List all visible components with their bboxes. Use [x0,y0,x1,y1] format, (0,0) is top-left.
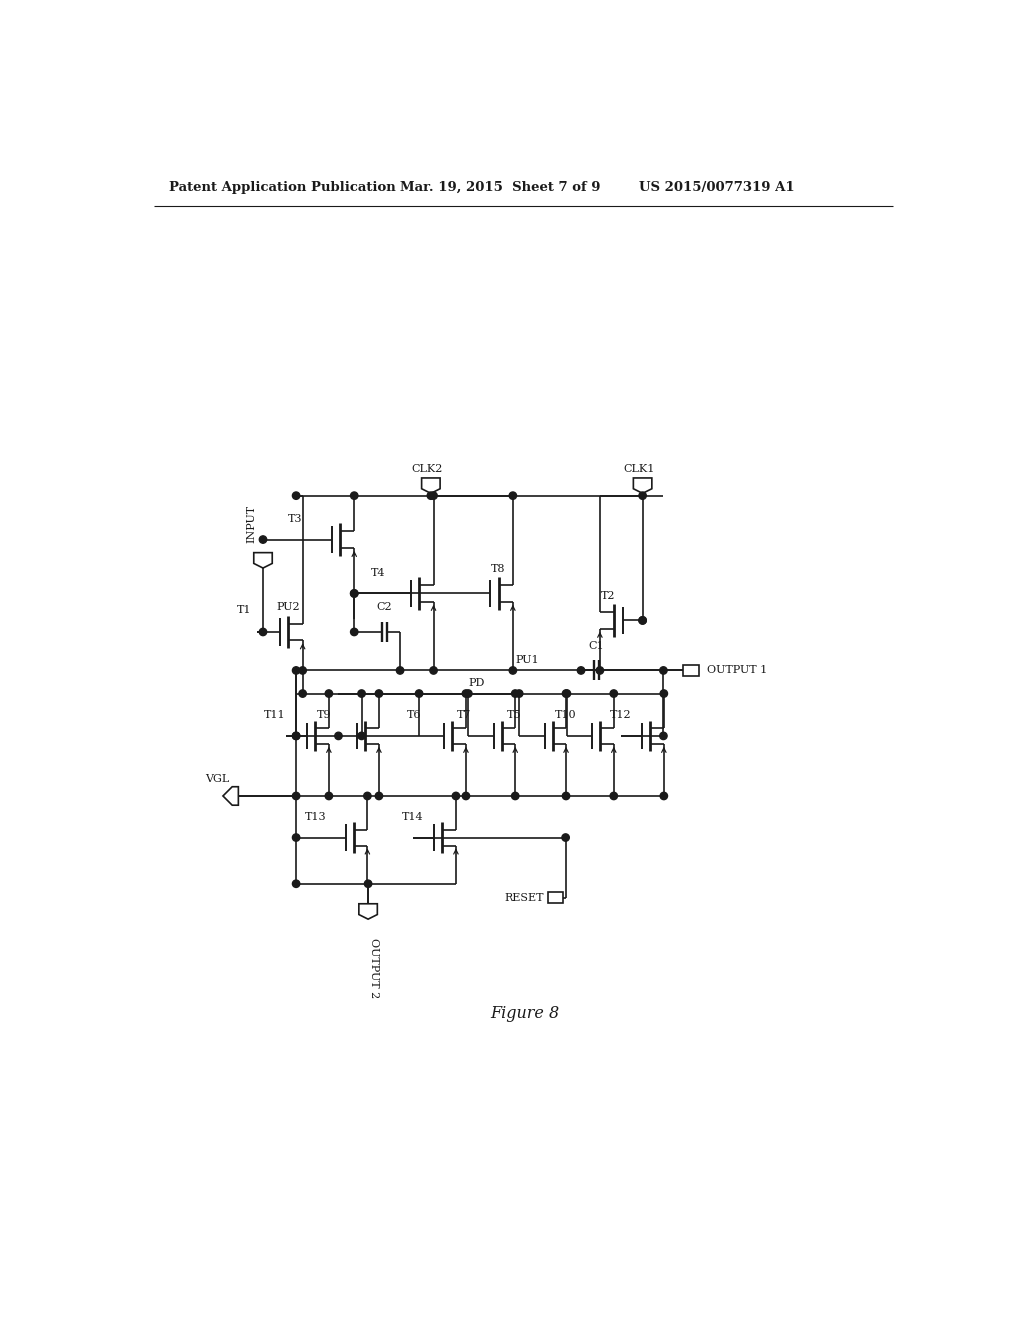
Text: T11: T11 [263,710,286,721]
Text: T14: T14 [402,812,424,822]
Text: T7: T7 [457,710,471,721]
Text: T9: T9 [316,710,332,721]
Circle shape [350,590,358,597]
Circle shape [365,880,372,887]
Circle shape [375,792,383,800]
Bar [683,665,698,676]
Circle shape [660,690,668,697]
Circle shape [350,492,358,499]
Circle shape [259,536,266,544]
Circle shape [512,792,519,800]
Circle shape [659,667,667,675]
Text: T12: T12 [610,710,632,721]
Circle shape [326,792,333,800]
Circle shape [596,667,603,675]
Circle shape [562,834,569,841]
Circle shape [515,690,523,697]
Circle shape [299,667,306,675]
Polygon shape [358,904,377,919]
Circle shape [357,733,366,739]
Polygon shape [634,478,652,494]
Circle shape [639,616,646,624]
Text: US 2015/0077319 A1: US 2015/0077319 A1 [639,181,795,194]
Text: T3: T3 [289,513,303,524]
Text: T2: T2 [601,591,615,602]
Polygon shape [254,553,272,568]
Circle shape [509,667,516,675]
Circle shape [326,690,333,697]
Circle shape [465,690,472,697]
Text: CLK2: CLK2 [412,465,442,474]
Text: Patent Application Publication: Patent Application Publication [169,181,396,194]
Circle shape [509,492,516,499]
Circle shape [357,690,366,697]
Text: T1: T1 [237,605,251,615]
Text: C2: C2 [377,602,392,612]
Circle shape [462,690,470,697]
Circle shape [293,834,300,841]
Circle shape [350,628,358,636]
Text: PD: PD [469,678,485,688]
Circle shape [563,690,570,697]
Circle shape [430,492,437,499]
Circle shape [639,492,646,499]
Circle shape [299,690,306,697]
Text: INPUT: INPUT [247,506,257,544]
Circle shape [375,690,383,697]
Circle shape [462,792,470,800]
Text: T13: T13 [305,812,327,822]
Circle shape [562,690,569,697]
Circle shape [293,880,300,887]
Circle shape [610,690,617,697]
Circle shape [427,492,434,499]
Text: Figure 8: Figure 8 [490,1005,559,1022]
Text: CLK1: CLK1 [623,465,654,474]
Circle shape [293,733,300,739]
Text: VGL: VGL [205,774,229,784]
Circle shape [659,733,667,739]
Text: T6: T6 [408,710,422,721]
Text: C1: C1 [589,642,604,651]
Polygon shape [422,478,440,494]
Circle shape [335,733,342,739]
Circle shape [660,792,668,800]
Polygon shape [223,787,239,805]
Circle shape [578,667,585,675]
Text: Mar. 19, 2015  Sheet 7 of 9: Mar. 19, 2015 Sheet 7 of 9 [400,181,600,194]
Circle shape [293,492,300,499]
Circle shape [293,667,300,675]
Circle shape [416,690,423,697]
Circle shape [453,792,460,800]
Text: T10: T10 [555,710,577,721]
Circle shape [610,792,617,800]
Circle shape [293,792,300,800]
Circle shape [259,628,266,636]
Circle shape [364,792,371,800]
Text: T4: T4 [371,568,385,578]
Circle shape [396,667,403,675]
Text: T5: T5 [507,710,522,721]
Text: RESET: RESET [505,892,544,903]
Circle shape [639,616,646,624]
Circle shape [430,667,437,675]
Bar [548,892,563,903]
Text: PU1: PU1 [515,655,540,665]
Circle shape [562,792,569,800]
Text: OUTPUT 2: OUTPUT 2 [370,939,379,999]
Circle shape [293,733,300,739]
Circle shape [350,590,358,597]
Text: OUTPUT 1: OUTPUT 1 [707,665,767,676]
Circle shape [512,690,519,697]
Text: T8: T8 [490,565,505,574]
Text: PU2: PU2 [276,602,300,611]
